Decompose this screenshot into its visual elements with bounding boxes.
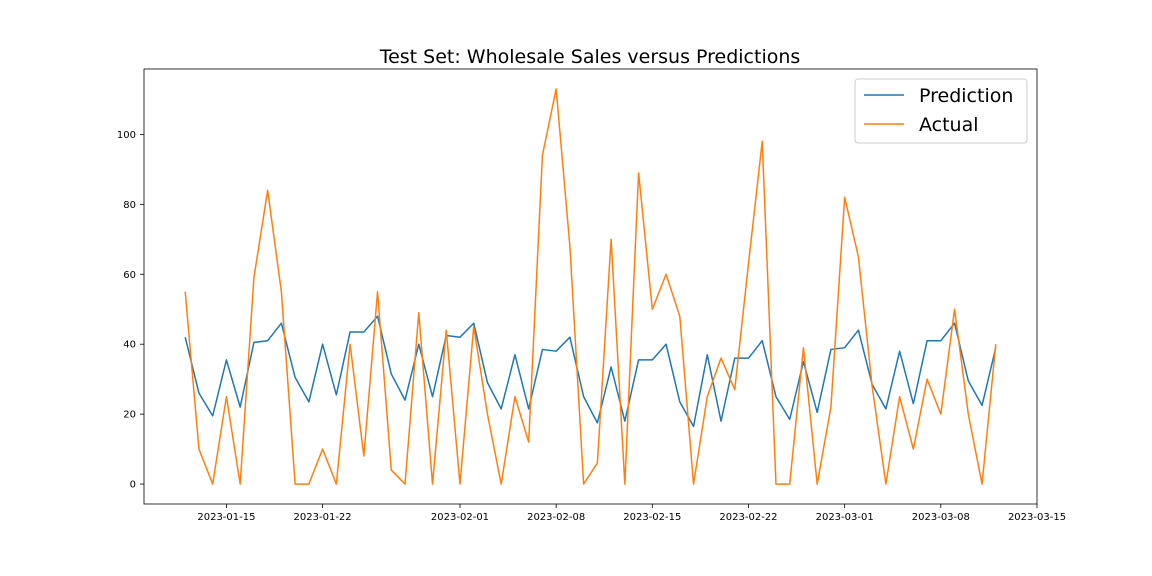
x-tick-label: 2023-01-22: [294, 512, 352, 523]
legend-label-prediction: Prediction: [919, 85, 1013, 107]
x-tick-label: 2023-03-08: [912, 512, 970, 523]
x-tick-label: 2023-02-08: [527, 512, 585, 523]
y-tick-label: 0: [130, 480, 136, 491]
y-axis: 0 20 40 60 80 100: [117, 130, 144, 491]
plot-area: [143, 68, 1038, 505]
y-tick-label: 80: [123, 200, 136, 211]
y-tick-label: 60: [123, 270, 136, 281]
x-tick-label: 2023-03-01: [816, 512, 874, 523]
x-tick-label: 2023-02-15: [623, 512, 681, 523]
series-line-prediction: [184, 315, 997, 428]
x-tick-label: 2023-01-15: [197, 512, 255, 523]
series-layer: [184, 88, 997, 485]
legend: Prediction Actual: [854, 78, 1028, 144]
x-tick-label: 2023-03-15: [1008, 512, 1066, 523]
x-axis: 2023-01-15 2023-01-22 2023-02-01 2023-02-08…: [197, 504, 1066, 523]
y-tick-label: 40: [123, 340, 136, 351]
y-tick-label: 100: [117, 130, 136, 141]
series-line-actual: [184, 88, 997, 485]
x-tick-label: 2023-02-22: [719, 512, 777, 523]
legend-label-actual: Actual: [919, 114, 979, 136]
y-tick-label: 20: [123, 410, 136, 421]
chart-title: Test Set: Wholesale Sales versus Predict…: [379, 46, 801, 68]
x-tick-label: 2023-02-01: [431, 512, 489, 523]
